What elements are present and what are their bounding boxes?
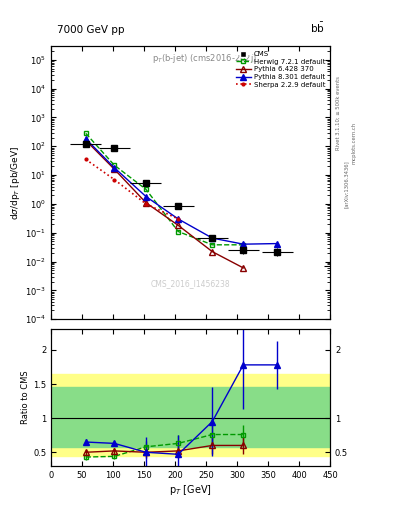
- Text: p$_T$(b-jet) (cms2016-2b2j): p$_T$(b-jet) (cms2016-2b2j): [152, 52, 257, 65]
- Pythia 6.428 370: [210, 249, 215, 255]
- Herwig 7.2.1 default: [210, 242, 215, 248]
- Herwig 7.2.1 default: [241, 242, 246, 248]
- Pythia 8.301 default: [241, 241, 246, 247]
- Pythia 6.428 370: [112, 166, 117, 172]
- Sherpa 2.2.9 default: [143, 201, 148, 207]
- Line: Pythia 8.301 default: Pythia 8.301 default: [83, 136, 280, 247]
- Herwig 7.2.1 default: [112, 162, 117, 168]
- Pythia 6.428 370: [241, 265, 246, 271]
- Pythia 8.301 default: [210, 235, 215, 241]
- Legend: CMS, Herwig 7.2.1 default, Pythia 6.428 370, Pythia 8.301 default, Sherpa 2.2.9 : CMS, Herwig 7.2.1 default, Pythia 6.428 …: [234, 50, 327, 89]
- Text: mcplots.cern.ch: mcplots.cern.ch: [352, 122, 357, 164]
- Pythia 6.428 370: [176, 222, 180, 228]
- Pythia 8.301 default: [83, 136, 88, 142]
- Text: b$\bar{\rm b}$: b$\bar{\rm b}$: [310, 21, 325, 35]
- Pythia 8.301 default: [143, 194, 148, 200]
- Pythia 8.301 default: [275, 241, 280, 247]
- Text: 7000 GeV pp: 7000 GeV pp: [57, 25, 124, 35]
- Sherpa 2.2.9 default: [83, 156, 88, 162]
- Line: Herwig 7.2.1 default: Herwig 7.2.1 default: [83, 131, 246, 247]
- Sherpa 2.2.9 default: [176, 216, 180, 222]
- Pythia 8.301 default: [112, 165, 117, 171]
- Line: Pythia 6.428 370: Pythia 6.428 370: [83, 138, 246, 271]
- Herwig 7.2.1 default: [176, 228, 180, 234]
- Text: Rivet 3.1.10; ≥ 500k events: Rivet 3.1.10; ≥ 500k events: [336, 76, 341, 150]
- Herwig 7.2.1 default: [83, 131, 88, 137]
- Y-axis label: d$\sigma$/dp$_T$ [pb/GeV]: d$\sigma$/dp$_T$ [pb/GeV]: [9, 145, 22, 220]
- X-axis label: p$_T$ [GeV]: p$_T$ [GeV]: [169, 482, 212, 497]
- Sherpa 2.2.9 default: [112, 177, 117, 183]
- Text: [arXiv:1306.3436]: [arXiv:1306.3436]: [344, 160, 349, 208]
- Text: CMS_2016_I1456238: CMS_2016_I1456238: [151, 279, 230, 288]
- Pythia 8.301 default: [176, 216, 180, 222]
- Herwig 7.2.1 default: [143, 186, 148, 193]
- Line: Sherpa 2.2.9 default: Sherpa 2.2.9 default: [83, 157, 181, 222]
- Pythia 6.428 370: [143, 200, 148, 206]
- Y-axis label: Ratio to CMS: Ratio to CMS: [21, 371, 30, 424]
- Pythia 6.428 370: [83, 137, 88, 143]
